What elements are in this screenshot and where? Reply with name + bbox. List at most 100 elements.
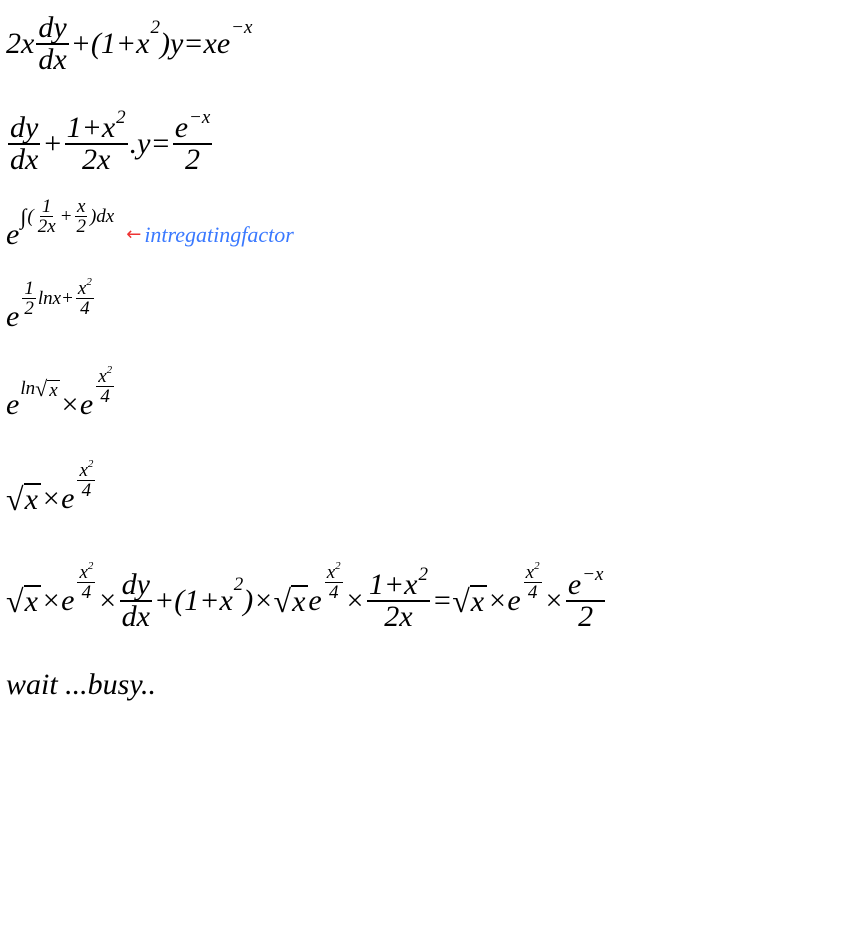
den-dx: dx [36,45,68,75]
sup-x2-4-e: x2 4 [522,563,544,602]
frac-x2-4-c: x2 4 [77,563,95,602]
num-dy-2: dy [8,113,40,145]
sqrt-x-sup: √ x [35,378,60,400]
sqrt-x-7a: √ x [6,585,41,617]
frac-x2-4-a: x2 4 [96,367,114,406]
text-wait-busy: wait ...busy.. [6,670,156,700]
num-x: x [75,197,87,217]
text-e-3: e [6,220,19,250]
num-1-b: 1 [22,279,36,299]
num-x2-e: x2 [524,563,542,583]
num-enegx-7: e−x [566,570,606,602]
den-2x: 2x [80,145,112,175]
text-times-dydx: × [97,586,117,616]
frac-x2-4-b: x2 4 [77,461,95,500]
frac-1-over-2x: 1 2x [36,197,58,236]
text-space-e: e [308,586,321,616]
num-dy: dy [36,13,68,45]
sup-integral: ∫ ( 1 2x + x 2 )dx [20,197,114,236]
den-2-c: 2 [22,299,36,318]
frac-x2-4: x2 4 [76,279,94,318]
num-enegx: e−x [173,113,213,145]
arrow-left-icon: ← [126,226,141,244]
text-2x: 2x [6,29,34,59]
frac-dy-dx-2: dy dx [8,113,40,175]
note-line: wait ...busy.. [6,655,844,715]
num-x2-c: x2 [77,563,95,583]
sup-neg-x-7: −x [582,565,603,584]
frac-1plusx2-over-2x: 1+x2 2x [65,113,128,175]
equation-line-4: e 1 2 lnx+ x2 4 [6,283,844,351]
integral-icon: ∫ [20,206,26,228]
den-2x-7: 2x [382,602,414,632]
text-times-last: × [544,586,564,616]
equation-line-5: e ln √ x ×e x2 4 [6,369,844,441]
text-e-5: e [6,390,19,420]
sup-x2-4-b: x2 4 [75,461,97,500]
num-x2-d: x2 [325,563,343,583]
equation-line-2: dy dx + 1+x2 2x .y= e−x 2 [6,105,844,183]
num-1px2-7: 1+x2 [367,570,430,602]
sup-x2-4-d: x2 4 [323,563,345,602]
den-4-b: 4 [80,481,94,500]
sup-half-lnx-plus: 1 2 lnx+ x2 4 [20,279,95,318]
den-2-b: 2 [74,217,88,236]
den-2-7: 2 [576,602,595,632]
text-dot-y-eq: .y= [130,129,171,159]
sup-2-7b: 2 [418,565,428,584]
den-4-d: 4 [327,583,341,602]
sup-neg-x-2: −x [189,108,210,127]
num-x2: x2 [76,279,94,299]
num-1: 1 [40,197,54,217]
sup-x2-4-a: x2 4 [94,367,116,406]
sup-x2-4-c: x2 4 [75,563,97,602]
den-dx-2: dx [8,145,40,175]
sup-2: 2 [150,18,160,37]
text-eq: = [432,586,452,616]
frac-x-over-2: x 2 [74,197,88,236]
frac-1px2-over-2x-7: 1+x2 2x [367,570,430,632]
sqrt-x-7c: √ x [452,585,487,617]
text-plus-1p-x2: +(1+x [154,586,233,616]
den-4-c: 4 [80,583,94,602]
sup-neg-x-1: −x [231,18,252,37]
equation-line-7: √ x ×e x2 4 × dy dx +(1+x 2 )× √ x e [6,557,844,645]
text-times-e-6: ×e [41,484,75,514]
den-4: 4 [78,299,92,318]
sup-2-7a: 2 [234,575,244,594]
equation-line-3: e ∫ ( 1 2x + x 2 )dx ← intregating facto… [6,203,844,267]
frac-x2-4-d: x2 4 [325,563,343,602]
sup-2-b: 2 [116,108,126,127]
text-plus-open: +(1+ [71,29,136,59]
frac-1-2: 1 2 [22,279,36,318]
text-plus-2: + [42,129,62,159]
frac-enegx-over-2: e−x 2 [173,113,213,175]
text-times-frac: × [345,586,365,616]
text-close-times: )× [243,586,273,616]
text-close-y-eq-xe: )y=xe [160,29,230,59]
den-dx-7: dx [120,602,152,632]
den-2x-b: 2x [36,217,58,236]
frac-enegx-over-2-7: e−x 2 [566,570,606,632]
num-dy-7: dy [120,570,152,602]
den-2: 2 [183,145,202,175]
num-1plusx2: 1+x2 [65,113,128,145]
text-times-e-7c: ×e [487,586,521,616]
sup-ln-sqrt-x: ln √ x [20,378,59,400]
num-x2-b: x2 [77,461,95,481]
sqrt-x-6: √ x [6,483,41,515]
sqrt-x-7b: √ x [274,585,309,617]
den-4-a: 4 [98,387,112,406]
den-4-e: 4 [526,583,540,602]
text-times-e-5: ×e [60,390,94,420]
math-worked-solution: 2x dy dx +(1+ x 2 )y=xe −x dy dx + 1+x2 … [0,0,850,721]
text-e-4: e [6,302,19,332]
text-times-e-7a: ×e [41,586,75,616]
frac-dy-dx-1: dy dx [36,13,68,75]
text-x: x [136,29,149,59]
equation-line-1: 2x dy dx +(1+ x 2 )y=xe −x [6,6,844,81]
text-factor: factor [241,224,294,246]
num-x2-a: x2 [96,367,114,387]
equation-line-6: √ x ×e x2 4 [6,463,844,535]
frac-x2-4-e: x2 4 [524,563,542,602]
